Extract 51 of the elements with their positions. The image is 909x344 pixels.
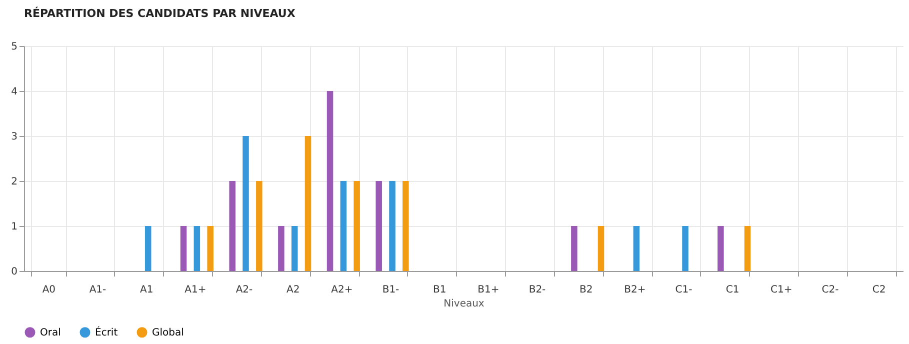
x-tick-label: C1 <box>726 284 740 296</box>
x-tick-label: C2- <box>822 284 840 296</box>
bar <box>354 181 360 271</box>
bar <box>229 181 236 271</box>
bar <box>744 226 751 271</box>
legend-label: Écrit <box>95 325 118 338</box>
bar <box>402 181 409 271</box>
bar <box>340 181 347 271</box>
y-tick-label: 4 <box>11 86 18 98</box>
x-tick-label: A1- <box>89 284 107 296</box>
bar <box>389 181 396 271</box>
bar <box>326 91 334 271</box>
x-tick-label: B1- <box>382 284 400 296</box>
y-tick-label: 3 <box>11 132 18 142</box>
bar <box>207 226 214 271</box>
x-tick-label: B2- <box>528 284 546 296</box>
x-axis-title: Niveaux <box>444 298 484 310</box>
x-tick-label: A1+ <box>184 284 206 296</box>
y-tick-label: 5 <box>11 42 18 52</box>
bar <box>278 226 284 271</box>
x-tick-label: A1 <box>140 284 154 296</box>
legend-label: Global <box>152 327 184 338</box>
y-tick-label: 2 <box>11 176 18 188</box>
x-tick-label: A0 <box>42 284 56 296</box>
x-tick-label: A2 <box>286 284 300 296</box>
bar <box>376 181 382 271</box>
x-tick-label: B2+ <box>624 284 646 296</box>
x-tick-label: C1+ <box>770 284 792 296</box>
bar <box>682 226 688 271</box>
y-tick-label: 1 <box>11 222 18 232</box>
x-tick-label: B2 <box>579 284 593 296</box>
x-tick-label: A2- <box>236 284 254 296</box>
y-tick-label: 0 <box>11 266 18 278</box>
bar <box>633 226 640 271</box>
x-tick-label: B1+ <box>478 284 500 296</box>
x-tick-label: A2+ <box>331 284 353 296</box>
bar <box>598 226 604 271</box>
bar <box>291 226 298 271</box>
legend-label: Oral <box>40 327 61 338</box>
x-tick-label: C2 <box>872 284 886 296</box>
bar <box>194 226 200 271</box>
bar <box>571 226 578 271</box>
bar <box>144 226 152 271</box>
x-tick-label: B1 <box>432 284 446 296</box>
bar <box>180 226 187 271</box>
chart-title: RÉPARTITION DES CANDIDATS PAR NIVEAUX <box>24 6 296 20</box>
bar <box>256 181 262 271</box>
bar <box>304 136 312 271</box>
bar <box>242 136 249 271</box>
bar <box>718 226 724 271</box>
x-tick-label: C1- <box>675 284 693 296</box>
